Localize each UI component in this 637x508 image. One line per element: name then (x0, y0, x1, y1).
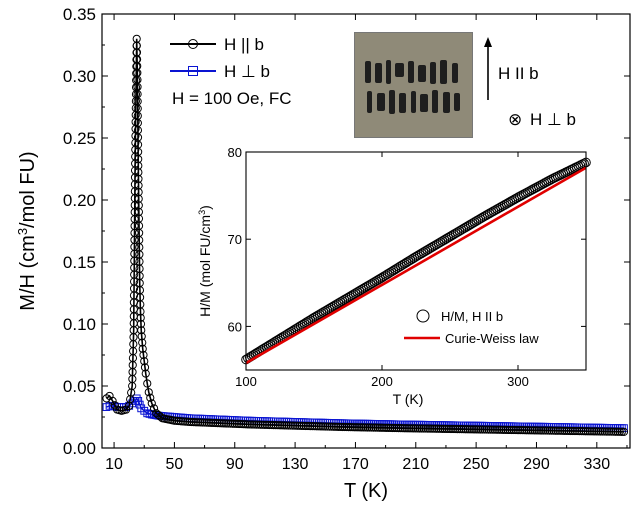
crystal-rod (452, 63, 458, 83)
series-line-h-par-b (106, 38, 624, 433)
crystal-rod (440, 60, 447, 84)
crystal-rod (418, 65, 426, 82)
crystal-rod (420, 94, 428, 112)
field-arrow-head (484, 37, 492, 47)
crystal-rod (408, 61, 414, 83)
x-tick-label: 250 (463, 456, 490, 473)
crystal-rod (367, 91, 372, 113)
y-tick-label: 0.35 (63, 5, 96, 24)
x-tick-label: 50 (166, 456, 184, 473)
crystal-rod (411, 91, 416, 113)
y-tick-label: 0.25 (63, 129, 96, 148)
crystal-rod (389, 90, 395, 114)
data-point-h-par-b (149, 404, 159, 413)
crystal-rod (365, 61, 371, 83)
crystal-rod (399, 93, 406, 113)
inset-y-tick-label: 60 (228, 319, 242, 334)
x-tick-label: 10 (105, 456, 123, 473)
inset-y-tick-label: 80 (228, 145, 242, 160)
legend-marker-h-par-b (188, 39, 198, 49)
data-point-h-par-b (110, 401, 119, 410)
y-tick-label: 0.20 (63, 191, 96, 210)
inset-legend-label-data: H/M, H II b (441, 309, 503, 324)
y-tick-label: 0.00 (63, 439, 96, 458)
inset-y-tick-label: 70 (228, 232, 242, 247)
y-tick-label: 0.10 (63, 315, 96, 334)
inset-x-tick-label: 100 (235, 374, 257, 389)
crystal-rod (432, 90, 438, 113)
crystal-rod (375, 63, 382, 83)
legend-marker-h-perp-b (188, 66, 198, 76)
x-tick-label: 330 (583, 456, 610, 473)
crystal-rod (443, 92, 450, 113)
x-tick-label: 290 (523, 456, 550, 473)
x-tick-label: 130 (282, 456, 309, 473)
inset-legend-marker (416, 309, 430, 323)
data-point-h-par-b (108, 396, 117, 405)
inset-x-tick-label: 200 (371, 374, 393, 389)
main-plot-layer: 10 50 90 130 170 210 250 290 330 0.00 0.05 0.10 0.15… (15, 5, 631, 502)
inset-frame (245, 151, 587, 371)
x-tick-label: 170 (342, 456, 369, 473)
perp-symbol: ⊗ (508, 110, 522, 129)
y-tick-label: 0.30 (63, 67, 96, 86)
inset-data-layer (241, 157, 591, 365)
crystal-rod (386, 60, 391, 84)
x-tick-label: 90 (226, 456, 244, 473)
curie-weiss-fit-line (245, 166, 587, 365)
crystal-photo (354, 32, 473, 138)
inset-plot-layer: 100 200 300 60 70 80 T (K) H/M (mol FU/cm3) H/M,… (197, 145, 591, 407)
data-point-h-par-b (147, 399, 156, 408)
crystal-rod (377, 93, 385, 111)
inset-x-tick-label: 300 (507, 374, 529, 389)
annotation-field: H = 100 Oe, FC (172, 89, 292, 108)
crystal-rod (430, 62, 436, 84)
inset-x-axis-label: T (K) (393, 391, 424, 407)
legend-label-h-par-b: H || b (224, 35, 264, 54)
arrow-label: H II b (498, 64, 539, 83)
x-axis-label: T (K) (344, 480, 388, 502)
y-axis-label: M/H (cm3/mol FU) (15, 151, 39, 310)
crystal-rod (454, 93, 460, 111)
y-tick-label: 0.05 (63, 377, 96, 396)
inset-legend-label-fit: Curie-Weiss law (445, 331, 539, 346)
crystal-rod (395, 63, 404, 77)
data-point-h-par-b (146, 393, 155, 402)
main-data-layer (102, 34, 629, 436)
y-axis-label: H/M (mol FU/cm3) (197, 205, 213, 317)
x-tick-label: 210 (402, 456, 429, 473)
legend-label-h-perp-b: H ⊥ b (224, 62, 270, 81)
perp-label: H ⊥ b (530, 110, 576, 129)
y-tick-label: 0.15 (63, 253, 96, 272)
